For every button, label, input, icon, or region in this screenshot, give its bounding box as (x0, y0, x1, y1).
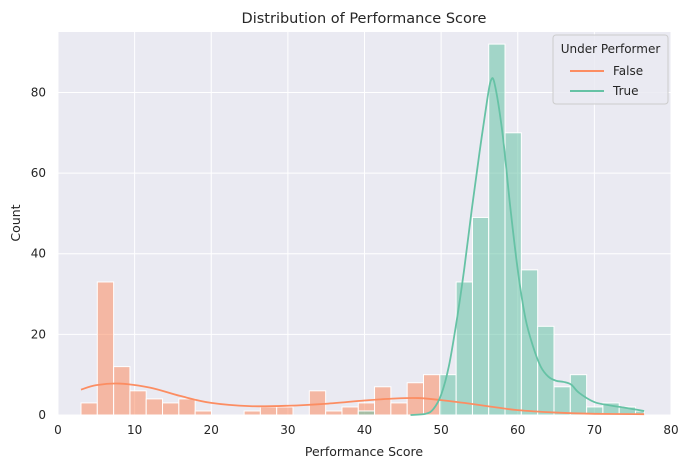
x-tick-label: 30 (280, 423, 295, 437)
histogram-bar-true (553, 386, 571, 416)
y-tick-label: 40 (31, 247, 46, 261)
x-tick-label: 60 (510, 423, 525, 437)
x-axis-label: Performance Score (305, 444, 424, 459)
x-tick-label: 10 (127, 423, 142, 437)
histogram-bar-false (145, 398, 164, 416)
histogram-bar-false (80, 402, 98, 416)
histogram-bar-true (455, 281, 473, 416)
legend: Under Performer False True (552, 34, 669, 105)
x-tick-label: 20 (204, 423, 219, 437)
x-tick-label: 70 (587, 423, 602, 437)
histogram-bar-false (276, 406, 294, 416)
kde-layer (80, 77, 645, 416)
histogram-bar-false (325, 410, 343, 416)
histogram-bar-false (423, 374, 441, 416)
y-tick-label: 20 (31, 327, 46, 341)
kde-curve-false (80, 382, 645, 416)
histogram-bar-false (374, 386, 392, 416)
histogram-bar-false (341, 406, 359, 416)
y-tick-label: 80 (31, 85, 46, 99)
histogram-bar-false (129, 390, 147, 416)
histogram-bar-false (162, 402, 180, 416)
histogram-bar-false (113, 366, 131, 416)
histogram-bar-true (520, 269, 539, 416)
histogram-bar-false (178, 398, 196, 416)
histogram-bar-false (194, 410, 212, 416)
histogram-bar-true (357, 410, 376, 416)
histogram-bar-true (569, 374, 588, 416)
histogram-bar-true (439, 374, 457, 416)
y-axis-label: Count (8, 204, 23, 241)
chart-title: Distribution of Performance Score (242, 11, 487, 27)
x-tick-label: 80 (663, 423, 678, 437)
histogram-bar-false (243, 410, 261, 416)
y-tick-label: 60 (31, 166, 46, 180)
histogram-bar-true (537, 325, 555, 416)
x-tick-label: 0 (54, 423, 62, 437)
x-tick-label: 40 (357, 423, 372, 437)
ticks-layer: 0 10 20 30 40 50 60 70 80 0 20 40 60 80 (31, 85, 679, 437)
x-tick-label: 50 (433, 423, 448, 437)
histogram-bar-false (96, 281, 115, 416)
histogram-bar-false (390, 402, 408, 416)
histogram-bar-false (308, 390, 327, 416)
histogram-bar-true (471, 216, 490, 416)
legend-label-false: False (613, 64, 643, 78)
histogram-bar-false (259, 406, 278, 416)
legend-title: Under Performer (561, 42, 661, 56)
kde-curve-true (410, 77, 645, 416)
y-tick-label: 0 (38, 408, 46, 422)
legend-label-true: True (612, 84, 639, 98)
legend-box (552, 34, 669, 105)
